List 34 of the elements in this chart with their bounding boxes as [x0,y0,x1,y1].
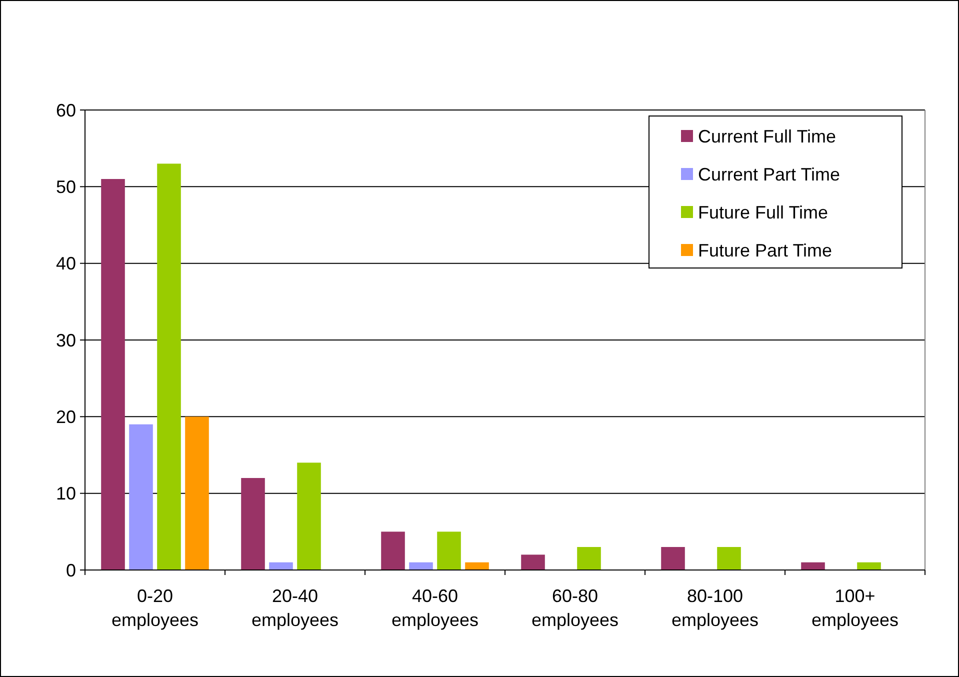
x-tick-label: 100+ employees [811,586,899,630]
bar [465,562,489,570]
y-tick-label: 0 [66,560,76,580]
x-tick-label: 80-100 employees [671,586,759,630]
bar [185,416,209,570]
bar [409,562,433,570]
bar [661,547,685,570]
bar [129,424,153,570]
x-tick-label: 40-60 employees [391,586,479,630]
y-tick-label: 10 [56,484,76,504]
legend-label: Current Part Time [698,164,840,184]
y-tick-label: 50 [56,176,76,197]
legend-label: Current Full Time [698,126,836,146]
bar [717,547,741,570]
bar [241,478,265,570]
bar [857,562,881,570]
legend-label: Future Part Time [698,240,832,260]
y-tick-label: 30 [56,330,76,350]
y-tick-label: 20 [56,406,76,427]
x-tick-label: 60-80 employees [531,586,619,630]
bar [381,532,405,570]
bar [521,554,545,570]
x-tick-label: 0-20 employees [111,586,199,630]
legend-label: Future Full Time [698,202,828,222]
bar [297,462,321,570]
bar [101,179,125,570]
bar [577,547,601,570]
x-tick-label: 20-40 employees [251,586,339,630]
y-tick-label: 60 [56,100,76,120]
bar [801,562,825,570]
bar [437,532,461,570]
bar [157,164,181,570]
bar [269,562,293,570]
y-tick-label: 40 [56,254,76,274]
